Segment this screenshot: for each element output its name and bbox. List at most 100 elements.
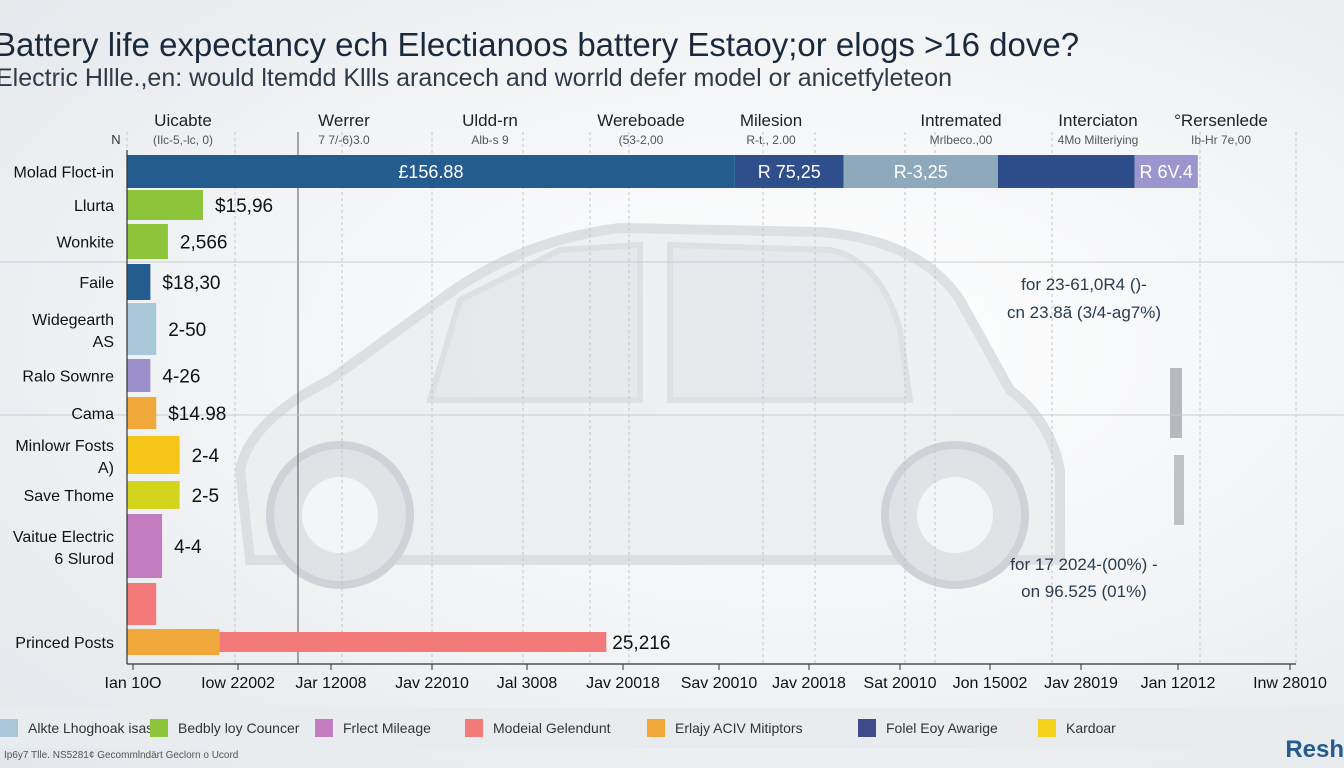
- x-tick-label: Sav 20010: [681, 675, 758, 692]
- x-tick-label: Jav 22010: [395, 675, 469, 692]
- category-label: Faile: [79, 275, 114, 292]
- column-subheader: 4Mo Milteriying: [1058, 133, 1139, 147]
- category-label: Llurta: [74, 198, 114, 215]
- category-label: Save Thome: [24, 488, 115, 505]
- bar: [127, 224, 168, 259]
- column-header: Wereboade: [597, 111, 685, 130]
- category-label: Widegearth: [32, 312, 114, 329]
- bar-tail: [219, 632, 607, 652]
- bar: [127, 303, 157, 355]
- legend-swatch: [150, 719, 168, 737]
- legend-item: Erlajy ACIV Mitiptors: [647, 718, 803, 738]
- category-label: Vaitue Electric: [13, 529, 114, 546]
- column-subheader: (53-2,00: [619, 133, 664, 147]
- category-label: Princed Posts: [15, 635, 114, 652]
- category-label: Ralo Sownre: [22, 369, 114, 386]
- column-header: Uicabte: [154, 111, 212, 130]
- legend-label: Modeial Gelendunt: [493, 720, 611, 736]
- segment-label: R 75,25: [758, 162, 821, 182]
- value-label: 2-50: [168, 320, 206, 341]
- category-sublabel: A): [98, 460, 114, 477]
- stacked-bar-segment: [843, 155, 998, 188]
- x-tick-label: Jav 20018: [586, 675, 660, 692]
- annotation-line: on 96.525 (01%): [1021, 582, 1147, 601]
- x-tick-label: Inw 28010: [1253, 675, 1327, 692]
- column-subheader: 7 7/-6)3.0: [318, 133, 370, 147]
- x-tick-label: Jan 12012: [1141, 675, 1216, 692]
- chart-legend: Alkte Lhoghoak isas Bedbly loy Councer Frl…: [0, 708, 1344, 748]
- legend-swatch: [315, 719, 333, 737]
- column-header: Interciaton: [1058, 111, 1137, 130]
- legend-swatch: [0, 719, 18, 737]
- legend-item: Alkte Lhoghoak isas: [0, 718, 153, 738]
- column-subheader: R-t., 2.00: [746, 133, 796, 147]
- category-label: Wonkite: [56, 235, 114, 252]
- column-subheader: Mrlbeco.,00: [930, 133, 993, 147]
- value-label: 2,566: [180, 233, 228, 254]
- brand-logo-text: Resh: [1285, 736, 1344, 763]
- x-tick-label: Jav 28019: [1044, 675, 1118, 692]
- bar: [127, 397, 157, 429]
- annotation-line: for 23-61,0R4 ()-: [1021, 275, 1147, 294]
- x-tick-label: Ian 10O: [105, 675, 162, 692]
- bar: [127, 481, 180, 509]
- legend-label: Alkte Lhoghoak isas: [28, 720, 154, 736]
- value-label: 4-26: [162, 367, 200, 388]
- column-subheader: Ib-Hr 7e,00: [1191, 133, 1251, 147]
- column-header: Intremated: [920, 111, 1001, 130]
- category-label: Cama: [71, 406, 114, 423]
- legend-item: Folel Eoy Awarige: [858, 718, 998, 738]
- x-tick-label: Sat 20010: [864, 675, 937, 692]
- chart-subtitle: Electric Hllle.,en: would ltemdd Kllls a…: [0, 64, 953, 92]
- value-label: $15,96: [215, 196, 273, 217]
- category-sublabel: 6 Slurod: [54, 551, 114, 568]
- legend-swatch: [858, 719, 876, 737]
- legend-label: Bedbly loy Councer: [178, 720, 300, 736]
- value-label: $14.98: [168, 404, 226, 425]
- value-label: 4-4: [174, 537, 202, 558]
- stacked-bar-segment: [734, 155, 844, 188]
- stacked-bar-segment: [1134, 155, 1198, 188]
- axis-marker: N: [111, 132, 120, 147]
- column-header: Milesion: [740, 111, 802, 130]
- x-tick-label: Jav 20018: [772, 675, 846, 692]
- bar: [127, 514, 163, 578]
- category-sublabel: AS: [93, 334, 114, 351]
- stacked-bar-segment: [127, 155, 735, 188]
- x-tick-label: Jar 12008: [295, 675, 366, 692]
- legend-label: Kardoar: [1066, 720, 1116, 736]
- column-header: Werrer: [318, 111, 370, 130]
- legend-label: Frlect Mileage: [343, 720, 431, 736]
- x-tick-label: Jon 15002: [953, 675, 1028, 692]
- value-label: $18,30: [162, 273, 220, 294]
- x-tick-label: Iow 22002: [201, 675, 275, 692]
- legend-label: Erlajy ACIV Mitiptors: [675, 720, 803, 736]
- category-label: Molad Floct-in: [14, 165, 114, 182]
- legend-item: Frlect Mileage: [315, 718, 431, 738]
- stacked-bar-segment: [997, 155, 1135, 188]
- bar: [127, 359, 151, 392]
- column-header: °Rersenlede: [1174, 111, 1268, 130]
- value-label: 25,216: [612, 633, 670, 654]
- value-label: 2-5: [192, 486, 219, 507]
- column-subheader: Alb-s 9: [471, 133, 509, 147]
- column-header: Uldd-rn: [462, 111, 518, 130]
- value-label: 2-4: [192, 446, 220, 467]
- legend-label: Folel Eoy Awarige: [886, 720, 998, 736]
- bar: [127, 264, 151, 300]
- segment-label: R 6V.4: [1140, 162, 1193, 182]
- legend-swatch: [465, 719, 483, 737]
- legend-swatch: [647, 719, 665, 737]
- bar: [127, 583, 157, 625]
- segment-label: £156.88: [398, 162, 463, 182]
- legend-swatch: [1038, 719, 1056, 737]
- segment-label: R-3,25: [894, 162, 948, 182]
- bar: [127, 436, 180, 474]
- x-tick-label: Jal 3008: [497, 675, 558, 692]
- bar: [127, 190, 203, 220]
- legend-item: Kardoar: [1038, 718, 1116, 738]
- source-note: Ip6y7 Tlle. NS5281¢ Gecommlndärt Geclorn…: [4, 750, 239, 761]
- category-label: Minlowr Fosts: [15, 438, 114, 455]
